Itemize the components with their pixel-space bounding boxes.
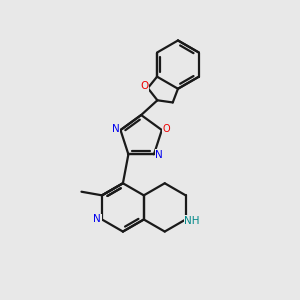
Text: N: N <box>93 214 101 224</box>
Text: O: O <box>163 124 170 134</box>
Text: O: O <box>140 81 148 91</box>
Text: NH: NH <box>184 216 200 226</box>
Text: N: N <box>112 124 120 134</box>
Text: N: N <box>155 150 163 160</box>
